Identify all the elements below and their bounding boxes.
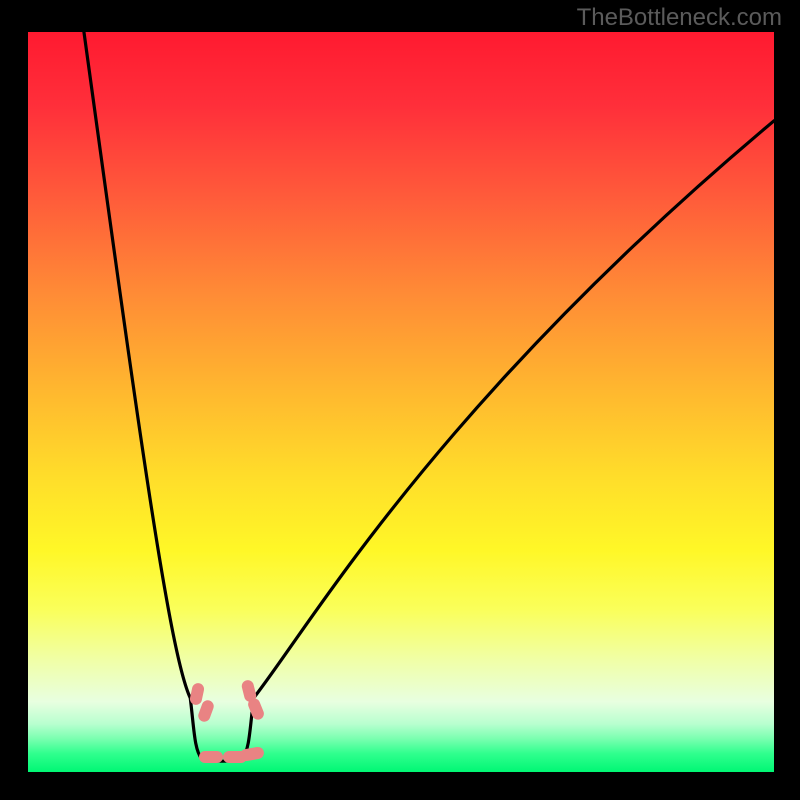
watermark-text: TheBottleneck.com [577, 4, 782, 32]
bottleneck-curve [84, 32, 774, 761]
floor-marker-0 [199, 751, 223, 763]
